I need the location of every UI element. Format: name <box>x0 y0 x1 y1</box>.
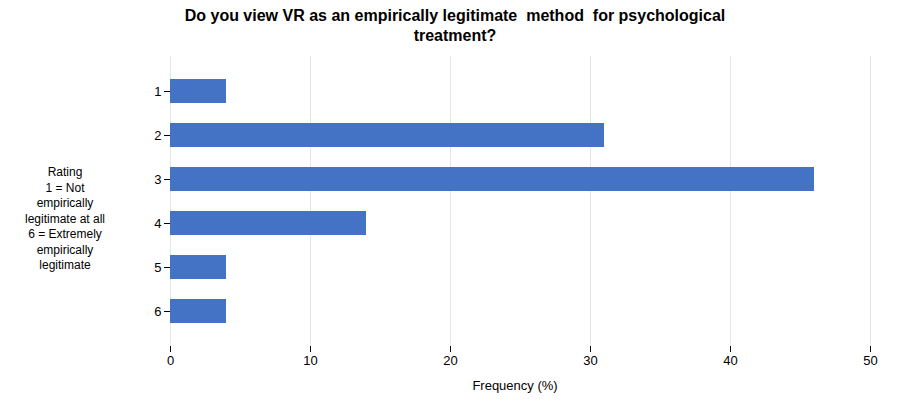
svg-text:6: 6 <box>154 304 161 319</box>
svg-text:20: 20 <box>443 353 457 368</box>
svg-text:50: 50 <box>863 353 877 368</box>
svg-text:30: 30 <box>583 353 597 368</box>
svg-text:1: 1 <box>154 84 161 99</box>
svg-text:4: 4 <box>154 216 161 231</box>
html-text:Rating 1 = Not empirically leg: Rating 1 = Not empirically legitimate at… <box>25 164 105 273</box>
html-text:Do you view VR as an empirical: Do you view VR as an empirically legitim… <box>184 7 726 44</box>
svg-text:3: 3 <box>154 172 161 187</box>
html-text:Frequency (%): Frequency (%) <box>472 378 558 393</box>
svg-text:5: 5 <box>154 260 161 275</box>
svg-text:40: 40 <box>723 353 737 368</box>
svg-text:0: 0 <box>167 353 174 368</box>
svg-text:10: 10 <box>303 353 317 368</box>
svg-text:2: 2 <box>154 128 161 143</box>
